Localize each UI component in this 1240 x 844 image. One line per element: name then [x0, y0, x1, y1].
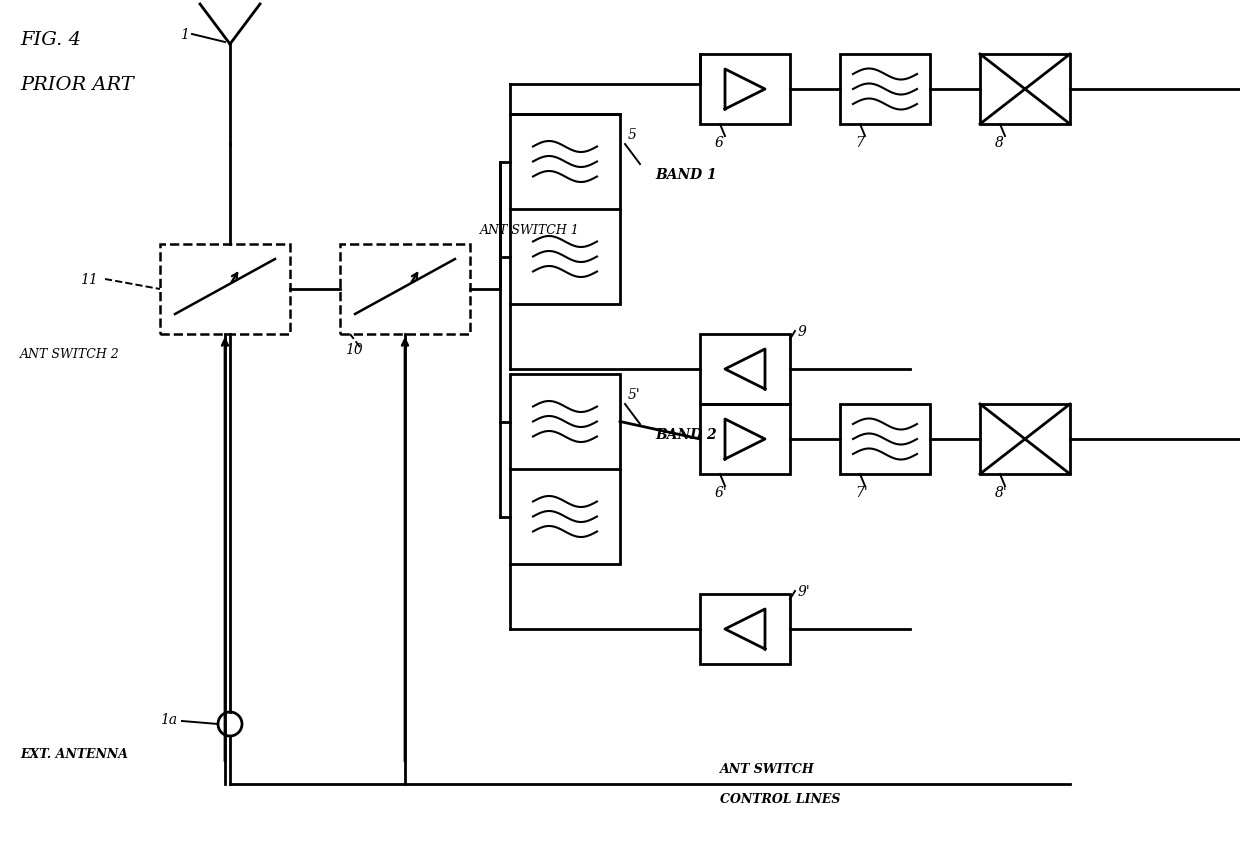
Text: 11: 11 [81, 273, 98, 287]
Bar [701, 334, 790, 404]
Text: BAND 1: BAND 1 [655, 168, 717, 181]
Text: 9: 9 [799, 325, 807, 338]
Bar [510, 375, 620, 565]
Bar [980, 55, 1070, 125]
Text: ANT SWITCH 2: ANT SWITCH 2 [20, 348, 120, 361]
Text: 1: 1 [180, 28, 188, 42]
Text: 8: 8 [994, 136, 1004, 150]
Bar [701, 404, 790, 474]
Text: 5': 5' [627, 387, 641, 402]
Text: 8': 8' [994, 485, 1008, 500]
Text: 6: 6 [715, 136, 724, 150]
Bar [701, 594, 790, 664]
Text: BAND 2: BAND 2 [655, 428, 717, 441]
Text: 10: 10 [345, 343, 363, 356]
Text: CONTROL LINES: CONTROL LINES [720, 793, 841, 805]
Text: EXT. ANTENNA: EXT. ANTENNA [20, 748, 128, 760]
Bar [980, 404, 1070, 474]
Text: 5: 5 [627, 127, 637, 142]
Text: 9': 9' [799, 584, 811, 598]
Bar [340, 245, 470, 334]
Bar [160, 245, 290, 334]
Text: 1a: 1a [160, 712, 177, 726]
Bar [839, 55, 930, 125]
Bar [510, 115, 620, 305]
Text: ANT SWITCH: ANT SWITCH [720, 763, 815, 776]
Text: 6': 6' [715, 485, 728, 500]
Text: PRIOR ART: PRIOR ART [20, 76, 134, 94]
Text: 7': 7' [856, 485, 868, 500]
Bar [839, 404, 930, 474]
Text: FIG. 4: FIG. 4 [20, 31, 81, 49]
Text: ANT SWITCH 1: ANT SWITCH 1 [480, 223, 580, 236]
Bar [701, 55, 790, 125]
Text: 7: 7 [856, 136, 864, 150]
